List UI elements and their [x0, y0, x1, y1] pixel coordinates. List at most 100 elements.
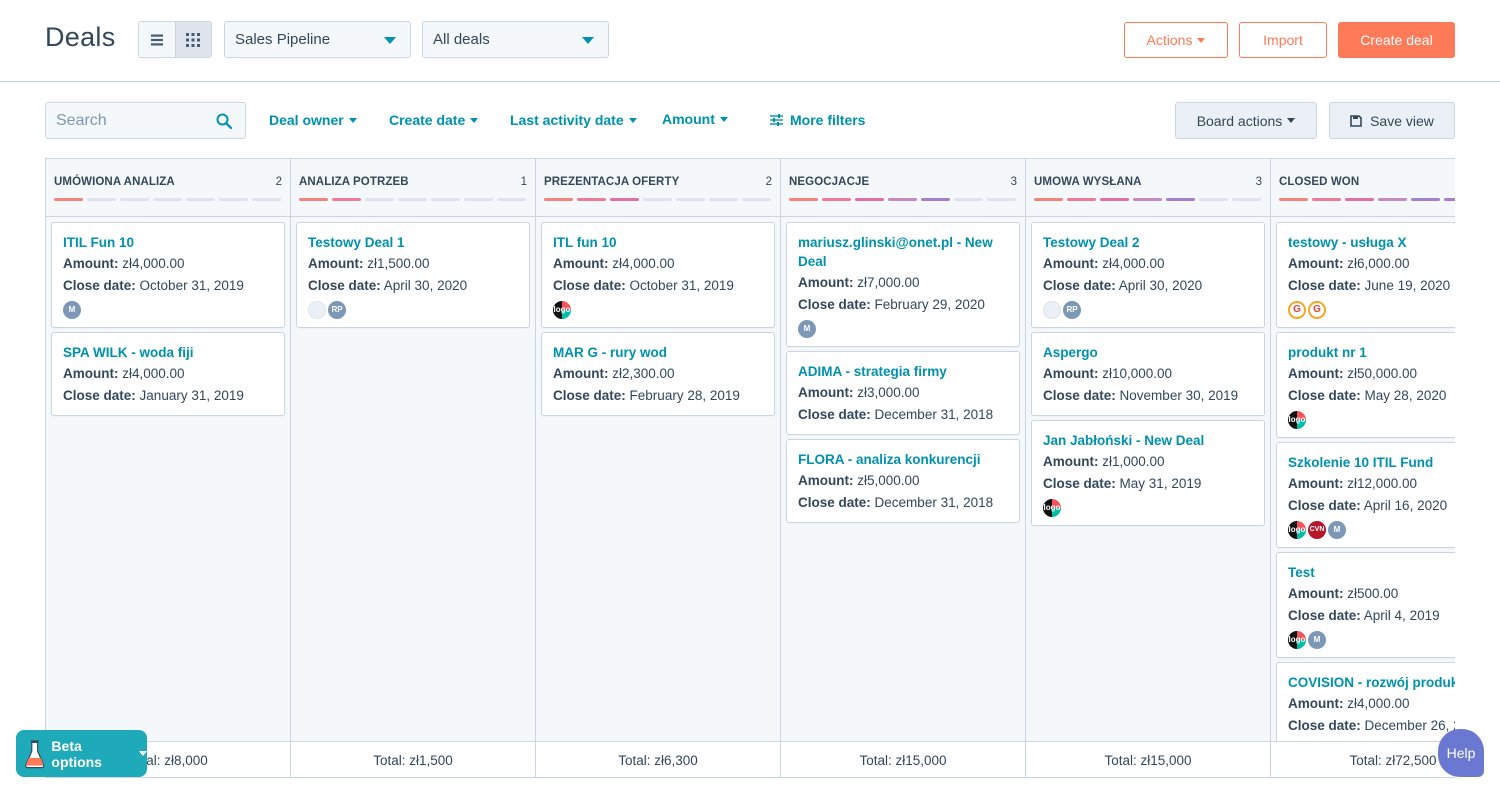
deal-card[interactable]: Jan Jabłoński - New Deal Amount: zł1,000.… — [1031, 420, 1265, 526]
create-date-label: Create date — [389, 112, 466, 128]
sliders-icon — [770, 114, 783, 126]
deal-title-link[interactable]: Szkolenie 10 ITIL Fund — [1288, 455, 1434, 470]
amount-filter[interactable]: Amount — [662, 111, 728, 127]
associated-avatars: RP — [1043, 300, 1254, 319]
search-input[interactable] — [46, 103, 206, 138]
amount-value: zł1,000.00 — [1102, 454, 1165, 469]
deal-card[interactable]: Test Amount: zł500.00 Close date: April 4,… — [1276, 552, 1455, 658]
actions-label: Actions — [1146, 32, 1193, 48]
stage-name: UMOWA WYSŁANA — [1034, 176, 1142, 188]
chevron-down-icon — [582, 37, 594, 44]
deal-card[interactable]: ITL fun 10 Amount: zł4,000.00 Close date: … — [541, 222, 775, 328]
company-logo-icon[interactable]: logo — [1288, 520, 1306, 539]
deal-title-link[interactable]: ADIMA - strategia firmy — [798, 364, 947, 379]
close-date-row: Close date: December 31, 2018 — [798, 404, 1009, 426]
import-button[interactable]: Import — [1239, 22, 1327, 58]
stage-header: ANALIZA POTRZEB 1 — [291, 159, 535, 217]
deal-title-link[interactable]: SPA WILK - woda fiji — [63, 345, 194, 360]
stage-total: Total: zł15,000 — [1026, 741, 1270, 777]
google-logo-icon[interactable]: G — [1288, 300, 1306, 319]
caret-down-icon — [1197, 37, 1206, 43]
amount-row: Amount: zł4,000.00 — [1043, 253, 1254, 275]
deal-title-link[interactable]: Test — [1288, 565, 1315, 580]
save-view-button[interactable]: Save view — [1329, 102, 1455, 139]
deal-title-link[interactable]: FLORA - analiza konkurencji — [798, 452, 981, 467]
deal-card[interactable]: mariusz.glinski@onet.pl - New Deal Amount… — [786, 222, 1020, 347]
deal-card[interactable]: Testowy Deal 1 Amount: zł1,500.00 Close da… — [296, 222, 530, 328]
actions-button[interactable]: Actions — [1124, 22, 1228, 58]
amount-label: Amount: — [1043, 366, 1099, 381]
deal-card[interactable]: COVISION - rozwój produkt Amount: zł4,000… — [1276, 662, 1455, 746]
search-icon[interactable] — [216, 113, 232, 129]
amount-row: Amount: zł50,000.00 — [1288, 363, 1455, 385]
owner-avatar[interactable]: RP — [1063, 300, 1081, 319]
progress-segment — [709, 198, 738, 201]
deal-title-link[interactable]: MAR G - rury wod — [553, 345, 667, 360]
stage-header: PREZENTACJA OFERTY 2 — [536, 159, 780, 217]
deal-card[interactable]: Testowy Deal 2 Amount: zł4,000.00 Close da… — [1031, 222, 1265, 328]
amount-label: Amount: — [63, 366, 119, 381]
caret-down-icon — [139, 751, 147, 756]
deal-card[interactable]: testowy - usługa X Amount: zł6,000.00 Clos… — [1276, 222, 1455, 328]
company-logo-icon[interactable]: logo — [1288, 410, 1306, 429]
company-logo-icon[interactable] — [308, 300, 326, 319]
more-filters-button[interactable]: More filters — [770, 112, 865, 128]
amount-label: Amount: — [798, 473, 854, 488]
owner-avatar[interactable]: RP — [328, 300, 346, 319]
deal-card[interactable]: SPA WILK - woda fiji Amount: zł4,000.00 Cl… — [51, 332, 285, 416]
deal-title-link[interactable]: COVISION - rozwój produkt — [1288, 675, 1455, 690]
company-logo-icon[interactable]: logo — [1288, 630, 1306, 649]
last-activity-filter[interactable]: Last activity date — [510, 112, 637, 128]
deal-owner-filter[interactable]: Deal owner — [269, 112, 357, 128]
owner-avatar[interactable]: M — [63, 300, 81, 319]
pipeline-select-value: Sales Pipeline — [235, 31, 331, 48]
company-logo-icon[interactable]: CVN — [1308, 520, 1326, 539]
company-logo-icon[interactable]: logo — [1043, 498, 1061, 517]
deal-card[interactable]: Aspergo Amount: zł10,000.00 Close date: No… — [1031, 332, 1265, 416]
list-view-button[interactable] — [139, 22, 175, 57]
owner-avatar[interactable]: M — [798, 319, 816, 338]
close-date-label: Close date: — [1288, 388, 1361, 403]
deal-title-link[interactable]: Jan Jabłoński - New Deal — [1043, 433, 1205, 448]
deal-title-link[interactable]: Testowy Deal 1 — [308, 235, 405, 250]
deal-title-link[interactable]: ITL fun 10 — [553, 235, 617, 250]
progress-segment — [789, 198, 818, 201]
board-actions-button[interactable]: Board actions — [1175, 102, 1317, 139]
view-select[interactable]: All deals — [422, 21, 609, 58]
deal-card[interactable]: FLORA - analiza konkurencji Amount: zł5,0… — [786, 439, 1020, 523]
owner-avatar[interactable]: M — [1308, 630, 1326, 649]
deal-title-link[interactable]: Testowy Deal 2 — [1043, 235, 1140, 250]
deal-card[interactable]: ADIMA - strategia firmy Amount: zł3,000.0… — [786, 351, 1020, 435]
amount-row: Amount: zł1,000.00 — [1043, 451, 1254, 473]
deal-title-link[interactable]: produkt nr 1 — [1288, 345, 1367, 360]
caret-down-icon — [628, 117, 637, 123]
create-date-filter[interactable]: Create date — [389, 112, 479, 128]
amount-value: zł12,000.00 — [1347, 476, 1418, 491]
create-deal-button[interactable]: Create deal — [1338, 22, 1455, 58]
card-list: testowy - usługa X Amount: zł6,000.00 Clos… — [1271, 217, 1455, 746]
deal-card[interactable]: Szkolenie 10 ITIL Fund Amount: zł12,000.0… — [1276, 442, 1455, 548]
stage-progress — [54, 198, 281, 201]
google-logo-icon[interactable]: G — [1308, 300, 1326, 319]
deal-owner-label: Deal owner — [269, 112, 344, 128]
company-logo-icon[interactable] — [1043, 300, 1061, 319]
deal-card[interactable]: produkt nr 1 Amount: zł50,000.00 Close dat… — [1276, 332, 1455, 438]
owner-avatar[interactable]: M — [1328, 520, 1346, 539]
deal-card[interactable]: MAR G - rury wod Amount: zł2,300.00 Close … — [541, 332, 775, 416]
amount-row: Amount: zł3,000.00 — [798, 382, 1009, 404]
beta-options-button[interactable]: Beta options — [16, 730, 147, 777]
deal-title-link[interactable]: Aspergo — [1043, 345, 1098, 360]
pipeline-select[interactable]: Sales Pipeline — [224, 21, 411, 58]
company-logo-icon[interactable]: logo — [553, 300, 571, 319]
stage-column: NEGOCJACJE 3 mariusz.glinski@onet.pl - New… — [781, 159, 1026, 777]
deal-title-link[interactable]: testowy - usługa X — [1288, 235, 1407, 250]
close-date-row: Close date: April 16, 2020 — [1288, 495, 1455, 517]
progress-segment — [219, 198, 248, 201]
board-view-button[interactable] — [174, 22, 211, 57]
deal-title-link[interactable]: ITIL Fun 10 — [63, 235, 135, 250]
stage-total: Total: zł6,300 — [536, 741, 780, 777]
deal-title-link[interactable]: mariusz.glinski@onet.pl - New Deal — [798, 235, 993, 269]
progress-segment — [1345, 198, 1374, 201]
deal-card[interactable]: ITIL Fun 10 Amount: zł4,000.00 Close date:… — [51, 222, 285, 328]
help-button[interactable]: Help — [1438, 729, 1484, 777]
